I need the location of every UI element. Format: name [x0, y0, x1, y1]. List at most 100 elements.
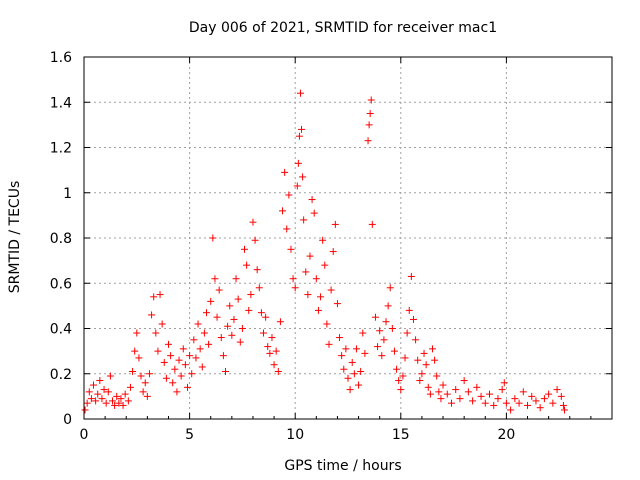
data-point — [200, 329, 208, 337]
y-tick-label: 0.2 — [50, 367, 72, 383]
data-point — [87, 395, 95, 403]
data-point — [560, 406, 568, 414]
x-tick-label: 15 — [392, 427, 410, 443]
data-point — [137, 372, 145, 380]
data-point — [124, 397, 132, 405]
y-tick-label: 1 — [63, 186, 72, 202]
data-point — [310, 209, 318, 217]
data-point — [524, 401, 532, 409]
data-point — [276, 318, 284, 326]
data-point — [536, 404, 544, 412]
data-point — [308, 196, 316, 204]
data-point — [397, 386, 405, 394]
data-point — [464, 388, 472, 396]
data-point — [194, 320, 202, 328]
data-point — [549, 399, 557, 407]
y-tick-label: 0.8 — [50, 231, 72, 247]
data-point — [393, 365, 401, 373]
data-point — [270, 361, 278, 369]
data-point — [380, 336, 388, 344]
data-point — [111, 401, 119, 409]
data-point — [294, 159, 302, 167]
data-point — [143, 392, 151, 400]
data-point — [321, 261, 329, 269]
data-point — [215, 286, 223, 294]
data-point — [117, 395, 125, 403]
data-point — [412, 336, 420, 344]
data-point — [507, 406, 515, 414]
data-point — [94, 390, 102, 398]
data-point — [115, 399, 123, 407]
data-point — [336, 334, 344, 342]
data-point — [281, 168, 289, 176]
data-point — [156, 291, 164, 299]
data-point — [92, 397, 100, 405]
data-point — [177, 372, 185, 380]
data-point — [135, 354, 143, 362]
x-tick-label: 0 — [80, 427, 89, 443]
data-point — [298, 125, 306, 133]
data-point — [325, 340, 333, 348]
x-tick-label: 10 — [286, 427, 304, 443]
data-point — [407, 272, 415, 280]
data-point — [355, 381, 363, 389]
data-point — [181, 361, 189, 369]
data-point — [559, 401, 567, 409]
data-point — [403, 329, 411, 337]
data-point — [207, 297, 215, 305]
data-point — [557, 392, 565, 400]
data-point — [129, 367, 137, 375]
data-point — [367, 96, 375, 104]
data-point — [368, 220, 376, 228]
data-point — [422, 361, 430, 369]
data-point — [420, 349, 428, 357]
y-tick-label: 1.2 — [50, 141, 72, 157]
data-point — [243, 261, 251, 269]
data-point — [169, 379, 177, 387]
data-point — [376, 327, 384, 335]
data-point — [162, 374, 170, 382]
data-point — [238, 325, 246, 332]
data-point — [245, 306, 253, 314]
data-point — [175, 356, 183, 364]
data-point — [257, 309, 265, 317]
data-point — [85, 388, 93, 396]
data-point — [171, 365, 179, 373]
data-point — [186, 352, 194, 360]
data-point — [230, 315, 238, 323]
data-point — [241, 245, 249, 253]
data-point — [409, 315, 417, 323]
data-point — [293, 182, 301, 190]
data-point — [338, 352, 346, 360]
data-point — [266, 349, 274, 357]
data-point — [428, 345, 436, 353]
data-point — [366, 110, 374, 118]
data-point — [104, 388, 112, 396]
data-point — [302, 268, 310, 276]
data-point — [382, 318, 390, 326]
data-point — [141, 379, 149, 387]
data-point — [342, 345, 350, 353]
data-point — [98, 395, 106, 403]
data-point — [152, 329, 160, 337]
x-tick-label: 20 — [497, 427, 515, 443]
data-point — [344, 374, 352, 382]
data-point — [192, 354, 200, 362]
data-point — [213, 313, 221, 321]
data-point — [198, 363, 206, 371]
data-point — [150, 293, 158, 301]
data-point — [81, 406, 89, 414]
y-axis-label: SRMTID / TECUs — [7, 181, 23, 294]
data-point — [232, 275, 240, 283]
data-point — [106, 372, 114, 380]
data-point — [109, 397, 117, 405]
data-point — [414, 356, 422, 364]
data-point — [388, 325, 396, 332]
data-point — [545, 390, 553, 398]
data-point — [145, 370, 153, 378]
data-point — [386, 284, 394, 292]
data-point — [264, 343, 272, 351]
y-tick-label: 0.4 — [50, 322, 72, 338]
data-point — [126, 383, 134, 391]
